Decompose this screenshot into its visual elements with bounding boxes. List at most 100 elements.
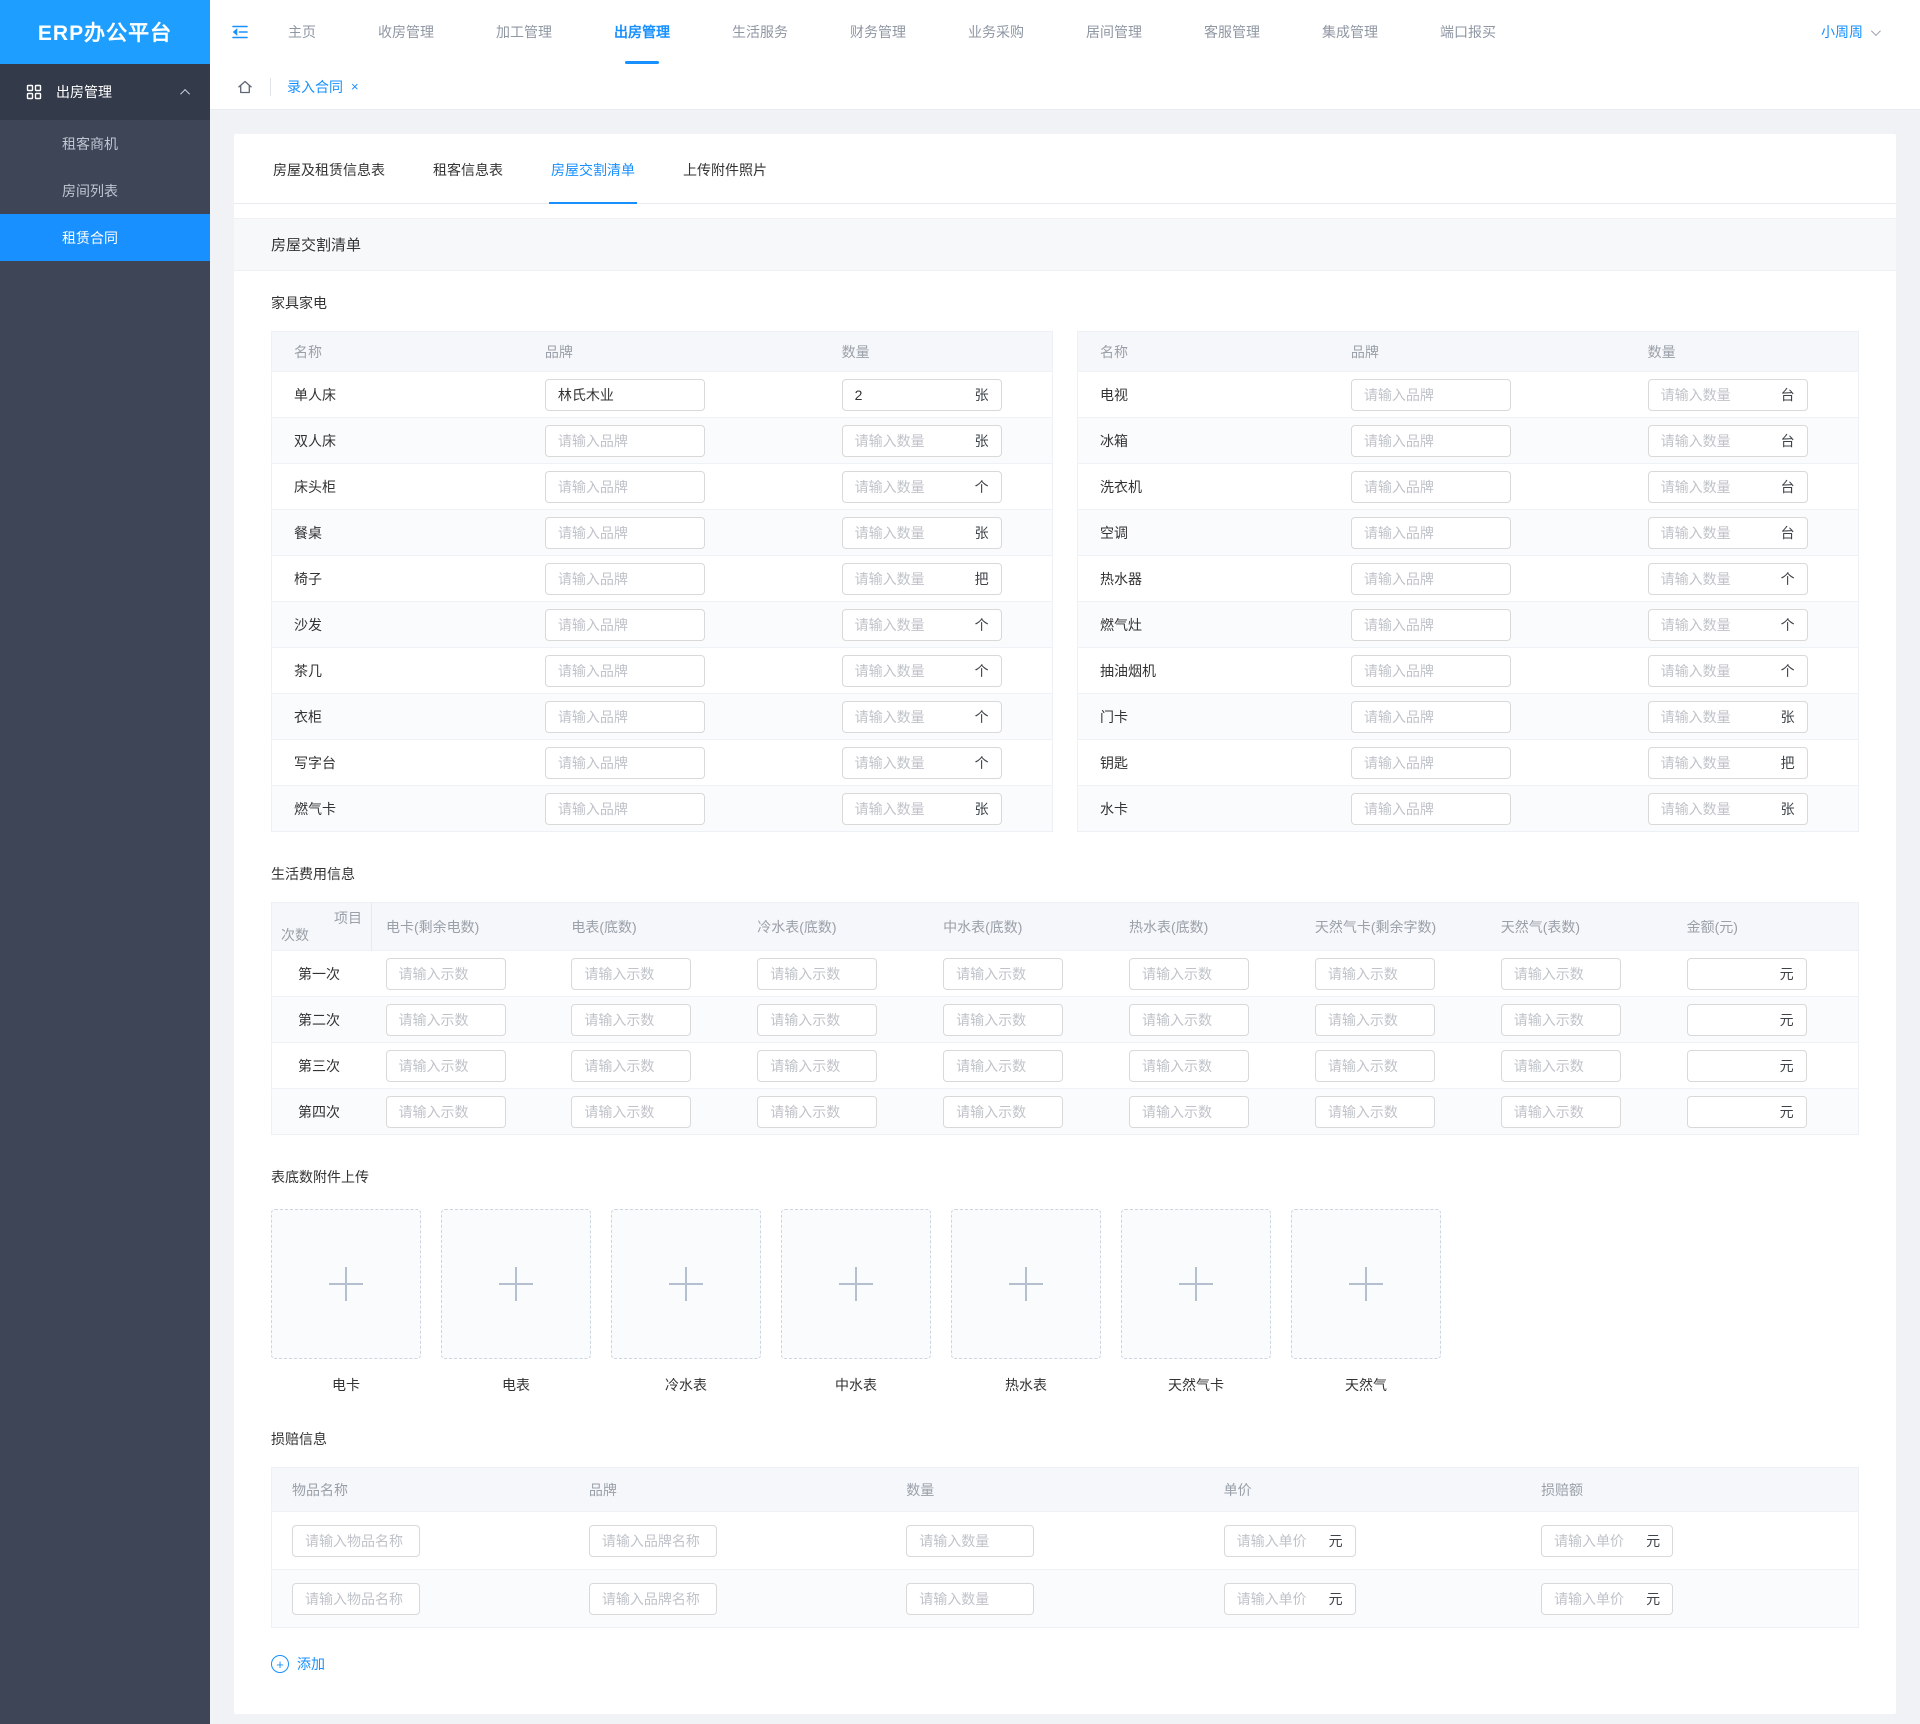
breadcrumb-tab-luruhetong[interactable]: 录入合同 × <box>287 77 359 97</box>
brand-input[interactable] <box>1350 608 1511 641</box>
unit-price-input-box[interactable]: 元 <box>1223 1524 1356 1557</box>
qty-input[interactable] <box>1660 708 1775 725</box>
qty-input-box[interactable]: 个 <box>841 746 1002 779</box>
qty-input-box[interactable]: 个 <box>841 470 1002 503</box>
reading-input[interactable] <box>1129 957 1249 990</box>
brand-input[interactable] <box>544 792 705 825</box>
qty-input[interactable] <box>854 662 969 679</box>
nav-item[interactable]: 业务采购 <box>968 24 1024 40</box>
qty-input[interactable] <box>854 432 969 449</box>
upload-box-中水表[interactable] <box>781 1209 931 1359</box>
brand-input[interactable] <box>1350 562 1511 595</box>
reading-input[interactable] <box>385 1003 506 1036</box>
brand-input[interactable] <box>544 470 705 503</box>
qty-input[interactable] <box>1660 800 1775 817</box>
brand-input[interactable] <box>544 700 705 733</box>
reading-input[interactable] <box>943 957 1064 990</box>
reading-input[interactable] <box>571 1049 692 1082</box>
damage-amount-input[interactable] <box>1554 1590 1641 1607</box>
amount-input-box[interactable]: 元 <box>1686 1049 1807 1082</box>
qty-input-box[interactable]: 台 <box>1647 470 1808 503</box>
amount-input[interactable] <box>1699 1103 1774 1120</box>
qty-input-box[interactable]: 台 <box>1647 516 1808 549</box>
reading-input[interactable] <box>943 1095 1064 1128</box>
upload-box-天然气卡[interactable] <box>1121 1209 1271 1359</box>
qty-input[interactable] <box>1660 432 1775 449</box>
brand-input[interactable] <box>1350 378 1511 411</box>
brand-input[interactable] <box>1350 516 1511 549</box>
nav-item[interactable]: 财务管理 <box>850 24 906 40</box>
item-name-input[interactable] <box>292 1524 420 1557</box>
qty-input-box[interactable]: 个 <box>841 700 1002 733</box>
reading-input[interactable] <box>1129 1049 1249 1082</box>
nav-item[interactable]: 主页 <box>288 24 316 40</box>
reading-input[interactable] <box>757 1049 878 1082</box>
qty-input[interactable] <box>854 616 969 633</box>
brand-input[interactable] <box>1350 424 1511 457</box>
reading-input[interactable] <box>1314 1095 1435 1128</box>
unit-price-input[interactable] <box>1236 1590 1323 1607</box>
brand-input[interactable] <box>544 608 705 641</box>
reading-input[interactable] <box>1314 1003 1435 1036</box>
tab[interactable]: 房屋交割清单 <box>549 134 637 204</box>
amount-input[interactable] <box>1699 1011 1774 1028</box>
qty-input-box[interactable]: 台 <box>1647 424 1808 457</box>
sidebar-item[interactable]: 租客商机 <box>62 135 118 152</box>
nav-item[interactable]: 客服管理 <box>1204 24 1260 40</box>
qty-input[interactable] <box>854 800 969 817</box>
upload-box-电卡[interactable] <box>271 1209 421 1359</box>
reading-input[interactable] <box>1500 1095 1621 1128</box>
reading-input[interactable] <box>1500 957 1621 990</box>
qty-input[interactable] <box>1660 616 1775 633</box>
amount-input[interactable] <box>1699 1057 1774 1074</box>
upload-box-天然气[interactable] <box>1291 1209 1441 1359</box>
damage-amount-input-box[interactable]: 元 <box>1541 1582 1674 1615</box>
nav-item[interactable]: 出房管理 <box>610 0 674 64</box>
brand-input[interactable] <box>544 424 705 457</box>
qty-input-box[interactable]: 个 <box>841 654 1002 687</box>
nav-item[interactable]: 端口报买 <box>1440 24 1496 40</box>
nav-item[interactable]: 生活服务 <box>732 24 788 40</box>
qty-input[interactable] <box>1660 662 1775 679</box>
qty-input[interactable] <box>1660 478 1775 495</box>
qty-input[interactable] <box>1660 754 1775 771</box>
qty-input-box[interactable]: 张 <box>841 792 1002 825</box>
qty-input-box[interactable]: 把 <box>841 562 1002 595</box>
reading-input[interactable] <box>571 957 692 990</box>
reading-input[interactable] <box>385 1049 506 1082</box>
qty-input-box[interactable]: 张 <box>841 516 1002 549</box>
qty-input-box[interactable]: 台 <box>1647 378 1808 411</box>
amount-input-box[interactable]: 元 <box>1686 1003 1807 1036</box>
item-name-input[interactable] <box>292 1582 420 1615</box>
qty-input[interactable] <box>906 1582 1035 1615</box>
qty-input[interactable] <box>1660 524 1775 541</box>
qty-input-box[interactable]: 张 <box>841 424 1002 457</box>
brand-name-input[interactable] <box>588 1524 717 1557</box>
nav-item[interactable]: 收房管理 <box>378 24 434 40</box>
qty-input[interactable] <box>1660 386 1775 403</box>
reading-input[interactable] <box>385 957 506 990</box>
qty-input-box[interactable]: 个 <box>1647 654 1808 687</box>
qty-input[interactable] <box>854 386 969 403</box>
qty-input[interactable] <box>854 570 969 587</box>
reading-input[interactable] <box>757 1003 878 1036</box>
damage-amount-input-box[interactable]: 元 <box>1541 1524 1674 1557</box>
tab[interactable]: 上传附件照片 <box>683 162 767 178</box>
unit-price-input[interactable] <box>1236 1532 1323 1549</box>
menu-fold-button[interactable] <box>210 0 270 64</box>
nav-item[interactable]: 加工管理 <box>496 24 552 40</box>
qty-input-box[interactable]: 张 <box>1647 792 1808 825</box>
qty-input-box[interactable]: 张 <box>1647 700 1808 733</box>
amount-input[interactable] <box>1699 965 1774 982</box>
qty-input[interactable] <box>854 754 969 771</box>
amount-input-box[interactable]: 元 <box>1686 957 1807 990</box>
qty-input-box[interactable]: 个 <box>841 608 1002 641</box>
qty-input[interactable] <box>906 1524 1035 1557</box>
reading-input[interactable] <box>1314 957 1435 990</box>
brand-input[interactable] <box>544 654 705 687</box>
brand-input[interactable] <box>544 746 705 779</box>
close-icon[interactable]: × <box>351 79 359 94</box>
brand-input[interactable] <box>1350 700 1511 733</box>
qty-input[interactable] <box>854 478 969 495</box>
upload-box-冷水表[interactable] <box>611 1209 761 1359</box>
